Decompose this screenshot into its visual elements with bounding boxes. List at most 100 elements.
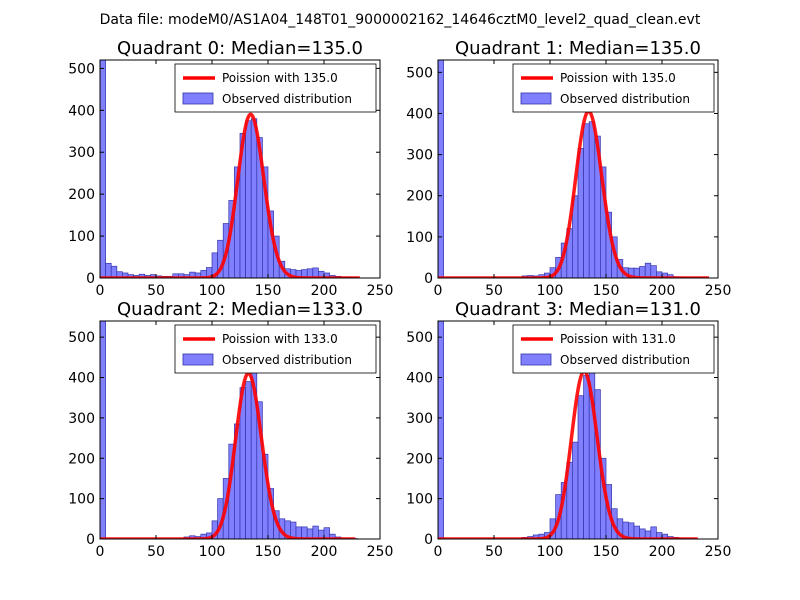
- axes-frame: [99, 320, 381, 540]
- x-tick-label: 50: [147, 544, 165, 560]
- histogram-bar: [245, 381, 252, 539]
- x-tick-label: 250: [705, 544, 732, 560]
- x-tick-label: 100: [199, 544, 226, 560]
- figure-suptitle: Data file: modeM0/AS1A04_148T01_90000021…: [100, 12, 701, 28]
- x-tick-label: 50: [485, 283, 503, 299]
- plot-area: [438, 321, 700, 539]
- y-tick-label: 200: [68, 187, 95, 203]
- legend-bar-label: Observed distribution: [560, 353, 690, 367]
- x-tick-label: 100: [537, 544, 564, 560]
- legend-bar-swatch: [520, 353, 552, 366]
- subplot-quadrant-1: Quadrant 1: Median=135.0 0 50 100 150 200 250 0…: [406, 38, 731, 299]
- x-tick-label: 200: [649, 283, 676, 299]
- legend: Poission with 135.0 Observed distribution: [512, 63, 715, 113]
- x-tick-label: 250: [367, 283, 394, 299]
- histogram-bar: [250, 118, 258, 278]
- histogram-bar: [312, 525, 319, 539]
- y-tick-label: 0: [86, 532, 95, 548]
- histogram-bar: [438, 60, 444, 278]
- histogram-bar: [100, 60, 106, 278]
- plot-area: [438, 60, 711, 278]
- x-tick-label: 50: [485, 544, 503, 560]
- legend-line-label: Poission with 131.0: [560, 332, 676, 346]
- histogram-bar: [577, 148, 584, 278]
- x-tick-label: 50: [147, 283, 165, 299]
- x-tick-label: 200: [311, 283, 338, 299]
- x-tick-label: 150: [593, 283, 620, 299]
- x-tick-label: 0: [434, 283, 443, 299]
- histogram-bar: [110, 265, 118, 278]
- y-tick-label: 500: [406, 65, 433, 81]
- x-tick-label: 0: [96, 283, 105, 299]
- y-tick-label: 300: [68, 145, 95, 161]
- y-tick-label: 400: [68, 103, 95, 119]
- subplot-title: Quadrant 1: Median=135.0: [455, 38, 701, 59]
- y-tick-label: 100: [406, 230, 433, 246]
- legend-bar-swatch: [182, 92, 214, 105]
- histogram-bar: [583, 375, 590, 539]
- y-tick-label: 300: [406, 411, 433, 427]
- y-tick-label: 100: [68, 492, 95, 508]
- plot-area: [100, 321, 358, 539]
- legend-bar-label: Observed distribution: [560, 92, 690, 106]
- legend-line-label: Poission with 135.0: [560, 71, 676, 85]
- axes-frame: [437, 59, 719, 279]
- y-tick-label: 100: [406, 492, 433, 508]
- legend-box: [174, 324, 377, 374]
- x-tick-label: 200: [649, 544, 676, 560]
- subplot-quadrant-0: Quadrant 0: Median=135.0 0 50 100 150 200 250 0…: [68, 38, 393, 299]
- histogram-bar: [245, 120, 252, 278]
- subplots: Quadrant 0: Median=135.0 0 50 100 150 200 250 0…: [68, 38, 731, 560]
- y-tick-label: 300: [406, 148, 433, 164]
- histogram-bar: [329, 533, 336, 539]
- axes-frame: [437, 320, 719, 540]
- legend-line-label: Poission with 135.0: [222, 71, 338, 85]
- y-tick-label: 200: [406, 451, 433, 467]
- x-tick-label: 150: [255, 544, 282, 560]
- histogram-bar: [650, 526, 657, 539]
- y-tick-label: 400: [406, 106, 433, 122]
- legend: Poission with 133.0 Observed distribution: [174, 324, 377, 374]
- x-tick-label: 200: [311, 544, 338, 560]
- x-tick-label: 0: [434, 544, 443, 560]
- histogram-bar: [633, 525, 640, 539]
- x-tick-label: 150: [255, 283, 282, 299]
- y-tick-label: 500: [68, 330, 95, 346]
- subplot-title: Quadrant 2: Median=133.0: [117, 299, 363, 320]
- legend-bar-swatch: [182, 353, 214, 366]
- x-tick-label: 100: [537, 283, 564, 299]
- legend-bar-label: Observed distribution: [222, 92, 352, 106]
- legend: Poission with 131.0 Observed distribution: [512, 324, 715, 374]
- y-tick-label: 0: [424, 271, 433, 287]
- legend-bar-label: Observed distribution: [222, 353, 352, 367]
- histogram-bar: [577, 395, 584, 539]
- subplot-quadrant-2: Quadrant 2: Median=133.0 0 50 100 150 200 250 0…: [68, 299, 393, 560]
- x-tick-label: 250: [367, 544, 394, 560]
- legend-bar-swatch: [520, 92, 552, 105]
- poisson-curve: [100, 112, 362, 278]
- histogram-bar: [588, 121, 596, 278]
- y-tick-label: 200: [68, 451, 95, 467]
- histogram-bar: [628, 522, 635, 539]
- y-tick-label: 0: [86, 271, 95, 287]
- histogram-bar: [572, 441, 579, 539]
- y-tick-label: 400: [68, 371, 95, 387]
- subplot-quadrant-3: Quadrant 3: Median=131.0 0 50 100 150 200 250 0…: [406, 299, 731, 560]
- histogram-bar: [583, 123, 590, 278]
- histogram-bar: [100, 321, 106, 539]
- histogram-bar: [650, 265, 657, 278]
- poisson-curve: [100, 371, 357, 539]
- plot-area: [100, 60, 362, 278]
- x-tick-label: 100: [199, 283, 226, 299]
- poisson-curve: [438, 369, 700, 539]
- histogram-bar: [105, 262, 112, 278]
- y-tick-label: 500: [68, 61, 95, 77]
- subplot-title: Quadrant 0: Median=135.0: [117, 38, 363, 59]
- axes-frame: [99, 59, 381, 279]
- y-tick-label: 100: [68, 229, 95, 245]
- subplot-title: Quadrant 3: Median=131.0: [455, 299, 701, 320]
- x-tick-label: 250: [705, 283, 732, 299]
- histogram-bar: [438, 321, 444, 539]
- poisson-curve: [438, 109, 711, 278]
- x-tick-label: 150: [593, 544, 620, 560]
